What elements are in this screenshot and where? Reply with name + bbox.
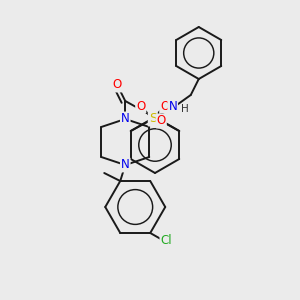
Text: N: N — [121, 112, 130, 125]
Text: S: S — [149, 112, 157, 125]
Text: N: N — [121, 158, 130, 172]
Text: O: O — [160, 100, 170, 112]
Text: H: H — [181, 104, 188, 114]
Text: O: O — [136, 100, 146, 112]
Text: N: N — [168, 100, 177, 113]
Text: Cl: Cl — [160, 235, 172, 248]
Text: O: O — [112, 79, 122, 92]
Text: O: O — [157, 115, 166, 128]
